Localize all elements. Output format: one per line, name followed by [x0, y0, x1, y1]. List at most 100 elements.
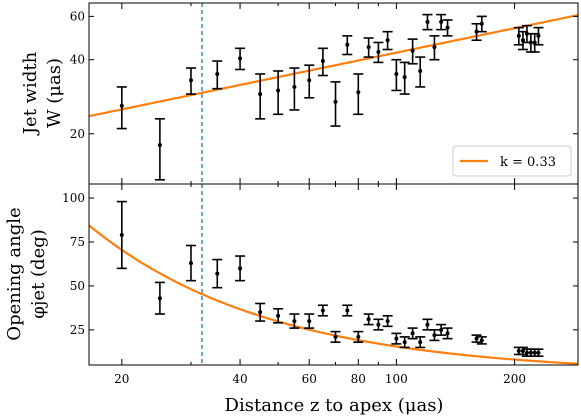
data-point	[116, 200, 127, 270]
point-marker	[333, 99, 338, 104]
x-tick-label: 20	[114, 372, 129, 386]
data-point	[476, 15, 487, 33]
point-marker	[356, 90, 361, 95]
point-marker	[345, 308, 350, 313]
data-point	[529, 32, 540, 53]
y-tick-label: 60	[70, 9, 85, 23]
bottom-y-ticks: 25 50 75 100	[62, 191, 578, 337]
bottom-data-points	[116, 200, 544, 358]
x-tick-label: 60	[302, 372, 317, 386]
data-point	[407, 38, 418, 65]
point-marker	[157, 296, 162, 301]
data-point	[353, 73, 364, 116]
point-marker	[215, 271, 220, 276]
point-marker	[418, 68, 423, 73]
data-point	[382, 314, 393, 328]
point-marker	[307, 319, 312, 324]
bottom-ylabel-line1: Opening angle	[4, 207, 25, 340]
y-tick-label: 40	[70, 53, 85, 67]
data-point	[317, 304, 328, 317]
data-point	[391, 332, 402, 345]
top-ylabel-line2: W (μas)	[44, 58, 65, 128]
top-data-points	[116, 13, 544, 181]
data-point	[330, 81, 341, 127]
point-marker	[532, 350, 537, 355]
point-marker	[524, 350, 529, 355]
point-marker	[479, 338, 484, 343]
point-marker	[215, 71, 220, 76]
point-marker	[188, 78, 193, 83]
top-panel: 20 40 60 k = 0.33 Jet width W (μas)	[20, 2, 579, 185]
data-point	[407, 327, 418, 340]
point-marker	[356, 334, 361, 339]
legend-frame	[452, 145, 572, 177]
data-point	[422, 13, 433, 31]
point-marker	[292, 319, 297, 324]
point-marker	[366, 317, 371, 322]
data-point	[429, 329, 440, 342]
data-point	[363, 37, 374, 58]
point-marker	[333, 334, 338, 339]
point-marker	[432, 333, 437, 338]
point-marker	[536, 350, 541, 355]
point-marker	[516, 348, 521, 353]
top-y-ticks: 20 40 60	[70, 9, 578, 141]
point-marker	[425, 19, 430, 24]
point-marker	[320, 308, 325, 313]
point-marker	[536, 33, 541, 38]
point-marker	[376, 322, 381, 327]
point-marker	[119, 232, 124, 237]
legend-label: k = 0.33	[500, 155, 556, 170]
data-point	[154, 281, 165, 315]
data-point	[429, 35, 440, 61]
point-marker	[425, 322, 430, 327]
bottom-panel: 25 50 75 100 20 40 60 80 100 200 Opening angle φ…	[4, 183, 579, 416]
top-legend: k = 0.33	[452, 145, 572, 177]
x-axis-label: Distance z to apex (μas)	[225, 395, 444, 416]
data-point	[330, 330, 341, 343]
point-marker	[528, 40, 533, 45]
point-marker	[385, 319, 390, 324]
point-marker	[238, 56, 243, 61]
point-marker	[516, 33, 521, 38]
point-marker	[394, 71, 399, 76]
data-point	[476, 336, 487, 345]
data-point	[436, 13, 447, 31]
bottom-fit-curve	[88, 224, 579, 365]
point-marker	[258, 310, 263, 315]
data-point	[154, 118, 165, 181]
data-point	[513, 26, 524, 46]
data-point	[399, 61, 410, 95]
point-marker	[445, 25, 450, 30]
data-point	[373, 41, 384, 64]
top-fit-curve	[88, 14, 579, 118]
x-tick-label: 80	[351, 372, 366, 386]
data-point	[304, 64, 315, 99]
point-marker	[376, 49, 381, 54]
data-point	[382, 30, 393, 51]
point-marker	[157, 143, 162, 148]
data-point	[289, 313, 300, 329]
point-marker	[445, 331, 450, 336]
data-point	[342, 35, 353, 56]
point-marker	[432, 45, 437, 50]
point-marker	[474, 29, 479, 34]
data-point	[363, 313, 374, 326]
data-point	[185, 244, 196, 282]
data-point	[235, 47, 246, 71]
data-point	[391, 58, 402, 92]
point-marker	[439, 327, 444, 332]
data-point	[442, 327, 453, 340]
point-marker	[276, 88, 281, 93]
point-marker	[394, 336, 399, 341]
y-tick-label: 25	[70, 323, 85, 337]
data-point	[255, 73, 266, 120]
data-point	[212, 60, 223, 90]
y-tick-label: 75	[70, 235, 85, 249]
data-point	[436, 323, 447, 336]
point-marker	[320, 59, 325, 64]
point-marker	[410, 48, 415, 53]
point-marker	[276, 313, 281, 318]
top-x-ticks	[121, 3, 516, 184]
